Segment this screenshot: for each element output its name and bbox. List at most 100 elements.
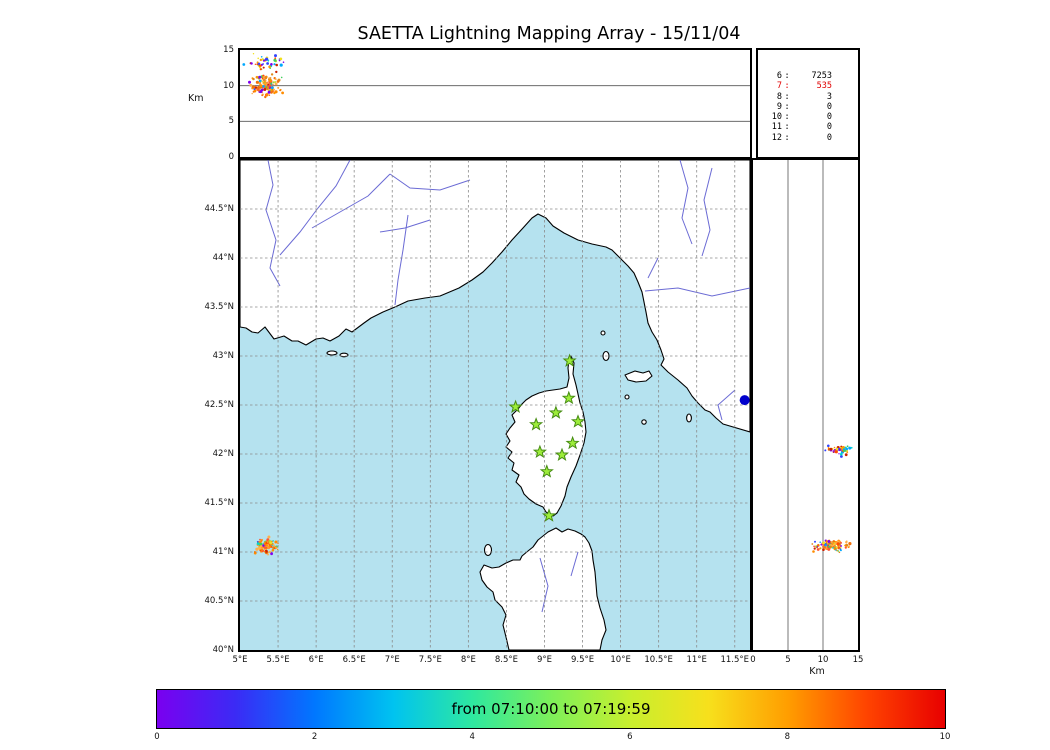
source-count-row: 10: 0 xyxy=(766,112,858,122)
lightning-point xyxy=(263,546,266,549)
lightning-point xyxy=(255,547,259,551)
lightning-point xyxy=(272,83,274,85)
lightning-point xyxy=(262,544,265,547)
lightning-point xyxy=(844,544,846,547)
source-count-label: 8 xyxy=(776,91,782,102)
lightning-point xyxy=(274,78,277,81)
lightning-point xyxy=(844,546,847,549)
lightning-point xyxy=(259,58,263,62)
lightning-point xyxy=(828,545,831,548)
lightning-point xyxy=(260,56,263,58)
lightning-point xyxy=(272,81,275,84)
map-lon-tick: 9°E xyxy=(536,655,552,665)
lightning-point xyxy=(839,549,842,552)
source-count-separator: : xyxy=(784,101,790,112)
large-blue-marker-dot xyxy=(739,395,750,406)
lightning-point xyxy=(276,80,280,83)
altitude-longitude-plot xyxy=(240,53,750,122)
map-lat-tick: 43°N xyxy=(212,351,234,361)
colorbar-label: from 07:10:00 to 07:19:59 xyxy=(451,700,651,718)
lightning-point xyxy=(840,545,842,547)
lightning-point xyxy=(251,92,253,95)
hyeres-island-west xyxy=(326,350,338,356)
lightning-point xyxy=(838,453,840,455)
lightning-point xyxy=(848,446,852,450)
lightning-point xyxy=(845,541,848,544)
lightning-point xyxy=(274,82,278,86)
lightning-point xyxy=(275,63,278,67)
lightning-point xyxy=(842,446,845,449)
lightning-point xyxy=(273,88,275,91)
lightning-point xyxy=(264,79,267,82)
source-count-row: 7: 535 xyxy=(766,81,858,91)
lightning-point xyxy=(258,75,262,79)
lightning-point xyxy=(270,89,273,92)
lightning-point xyxy=(827,447,830,449)
map-lon-tick: 6.5°E xyxy=(342,655,366,665)
lma-station-star xyxy=(570,414,586,428)
map-lat-tick: 44.5°N xyxy=(204,204,234,214)
altitude-xtick: 10 xyxy=(817,655,829,665)
source-count-panel: 6: 7253 7: 535 8: 3 9: 0 10: 0 11: 0 12: 0 xyxy=(756,48,860,159)
lightning-point xyxy=(260,543,263,546)
lightning-point xyxy=(258,82,262,85)
lma-station-star xyxy=(562,353,577,367)
lightning-point xyxy=(838,448,841,452)
lightning-point xyxy=(840,452,843,456)
lightning-point xyxy=(813,545,815,548)
source-count-label: 6 xyxy=(776,71,782,81)
lightning-point xyxy=(259,538,261,541)
altitude-axis-label-top: Km xyxy=(188,93,204,104)
map-lat-tick: 44°N xyxy=(212,253,234,263)
lightning-point xyxy=(263,59,266,62)
lightning-point xyxy=(270,63,273,66)
lightning-point xyxy=(264,549,268,553)
lightning-point xyxy=(254,63,257,65)
lightning-point xyxy=(262,78,265,81)
altitude-axis-label-right: Km xyxy=(809,666,825,677)
lightning-point xyxy=(814,540,816,543)
lightning-point xyxy=(265,57,269,61)
map-lat-tick: 42.5°N xyxy=(204,400,234,410)
colorbar-tick: 4 xyxy=(469,732,475,742)
map-lon-tick: 11°E xyxy=(686,655,707,665)
lma-station-star xyxy=(532,444,547,459)
altitude-xtick: 0 xyxy=(750,655,756,665)
lma-station-star xyxy=(541,508,557,522)
lightning-point xyxy=(272,540,274,542)
altitude-ytick: 15 xyxy=(223,45,234,55)
lightning-point xyxy=(260,539,263,542)
lightning-point xyxy=(267,553,269,556)
lightning-point xyxy=(277,542,279,544)
lma-station-star xyxy=(529,417,544,431)
lightning-point xyxy=(848,542,852,546)
lightning-point xyxy=(267,86,270,89)
lightning-point xyxy=(259,549,262,552)
lightning-point xyxy=(274,90,278,94)
asinara-island xyxy=(483,543,493,557)
lightning-point xyxy=(256,541,259,543)
map-lon-tick: 8.5°E xyxy=(494,655,518,665)
lightning-point xyxy=(252,86,254,88)
map-lat-tick: 42°N xyxy=(212,449,234,459)
lma-station-star xyxy=(561,390,576,405)
lightning-point xyxy=(265,546,268,549)
lightning-point xyxy=(824,449,827,452)
lightning-point xyxy=(266,81,268,84)
lightning-point xyxy=(819,541,821,543)
lightning-point xyxy=(274,81,277,83)
lightning-point xyxy=(834,542,838,545)
lightning-point xyxy=(248,80,251,84)
colorbar-tick: 6 xyxy=(627,732,633,742)
lightning-point xyxy=(274,546,278,549)
lightning-point xyxy=(249,83,253,87)
lightning-point xyxy=(827,444,830,448)
lightning-point xyxy=(836,542,840,546)
lightning-point xyxy=(835,546,839,549)
lightning-point xyxy=(258,79,262,83)
colorbar-tick: 0 xyxy=(154,732,160,742)
elba-island xyxy=(624,370,653,383)
lightning-point xyxy=(259,84,263,87)
mainland-coast xyxy=(240,160,750,433)
lightning-point xyxy=(827,547,831,551)
